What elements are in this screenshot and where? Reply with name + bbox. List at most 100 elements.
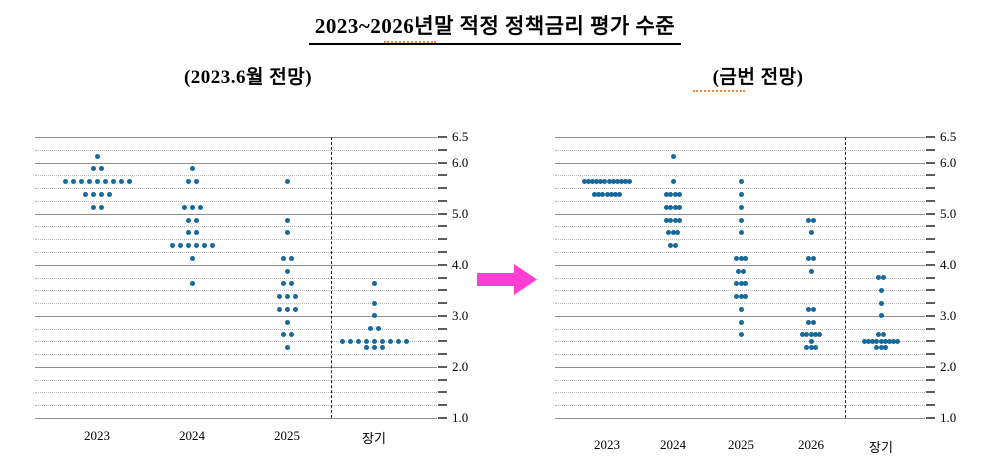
rate-dot xyxy=(284,319,290,325)
rate-dot xyxy=(185,179,191,185)
rate-dot xyxy=(800,332,806,338)
rate-dot xyxy=(284,230,290,236)
y-axis-tick xyxy=(438,187,447,190)
rate-dot xyxy=(106,191,112,197)
rate-dot xyxy=(70,179,76,185)
rate-dot xyxy=(738,204,744,210)
x-axis-label: 2025 xyxy=(274,428,300,443)
rate-dot xyxy=(612,191,618,197)
rate-dot xyxy=(284,268,290,274)
rate-dot xyxy=(806,255,812,261)
gridline xyxy=(555,277,925,279)
spellcheck-underline xyxy=(384,41,436,43)
rate-dot xyxy=(86,179,92,185)
rate-dot xyxy=(98,191,104,197)
rate-dot xyxy=(201,243,207,249)
gridline xyxy=(35,418,437,419)
rate-dot xyxy=(371,345,377,351)
rate-dot xyxy=(288,255,294,261)
rate-dot xyxy=(339,338,345,344)
gridline xyxy=(35,328,437,330)
rate-dot xyxy=(169,243,175,249)
gridline xyxy=(555,354,925,356)
rate-dot xyxy=(622,179,628,185)
rate-dot xyxy=(189,281,195,287)
y-axis-tick xyxy=(438,378,447,381)
rate-dot xyxy=(734,294,740,300)
gridline xyxy=(35,162,437,164)
gridline xyxy=(35,239,437,241)
rate-dot xyxy=(189,204,195,210)
gridline xyxy=(555,213,925,215)
rate-dot xyxy=(738,179,744,185)
y-axis-tick xyxy=(926,365,935,368)
rate-dot xyxy=(806,217,812,223)
rate-dot xyxy=(738,306,744,312)
y-axis-tick xyxy=(438,250,447,253)
y-axis-tick xyxy=(438,225,447,228)
rate-dot xyxy=(189,166,195,172)
gridline xyxy=(555,328,925,330)
rate-dot xyxy=(596,191,602,197)
y-axis-label: 2.0 xyxy=(940,358,957,374)
y-axis-tick xyxy=(926,378,935,381)
rate-dot xyxy=(664,217,670,223)
right-chart-subtitle: (금번 전망) xyxy=(712,67,804,88)
rate-dot xyxy=(618,179,624,185)
rate-dot xyxy=(288,281,294,287)
gridline xyxy=(35,366,437,368)
y-axis-tick xyxy=(926,391,935,394)
rate-dot xyxy=(808,345,814,351)
rate-dot xyxy=(810,319,816,325)
x-axis-label: 2024 xyxy=(660,437,686,452)
gridline xyxy=(555,239,925,241)
gridline xyxy=(35,188,437,190)
rate-dot xyxy=(890,338,896,344)
y-axis-tick xyxy=(438,314,447,317)
rate-dot xyxy=(870,338,876,344)
rate-dot xyxy=(672,204,678,210)
y-axis-label: 5.0 xyxy=(452,205,469,221)
gridline xyxy=(35,149,437,151)
rate-dot xyxy=(181,204,187,210)
y-axis-tick xyxy=(438,340,447,343)
y-axis-tick xyxy=(926,276,935,279)
gridline xyxy=(35,379,437,381)
x-axis-label: 2023 xyxy=(594,437,620,452)
y-axis-tick xyxy=(438,302,447,305)
rate-dot xyxy=(98,166,104,172)
y-axis-label: 3.0 xyxy=(940,307,957,323)
gridline xyxy=(555,379,925,381)
rate-dot xyxy=(738,319,744,325)
rate-dot xyxy=(280,332,286,338)
rate-dot xyxy=(676,217,682,223)
rate-dot xyxy=(882,345,888,351)
rate-dot xyxy=(375,326,381,332)
y-axis-tick xyxy=(438,161,447,164)
y-axis-tick xyxy=(926,404,935,407)
y-axis-tick xyxy=(438,353,447,356)
rate-dot xyxy=(590,179,596,185)
rate-dot xyxy=(880,332,886,338)
gridline xyxy=(555,405,925,407)
rate-dot xyxy=(627,179,633,185)
rate-dot xyxy=(604,191,610,197)
gridline xyxy=(555,149,925,151)
rate-dot xyxy=(738,255,744,261)
gridline xyxy=(555,366,925,368)
rate-dot xyxy=(886,338,892,344)
rate-dot xyxy=(808,268,814,274)
rate-dot xyxy=(742,255,748,261)
rate-dot xyxy=(738,230,744,236)
rate-dot xyxy=(594,179,600,185)
y-axis-tick xyxy=(926,327,935,330)
rate-dot xyxy=(810,217,816,223)
rate-dot xyxy=(606,179,612,185)
rate-dot xyxy=(118,179,124,185)
rate-dot xyxy=(284,294,290,300)
spellcheck-underline xyxy=(693,90,745,92)
rate-dot xyxy=(616,191,622,197)
title-row: 2023~2026년말 적정 정책금리 평가 수준 xyxy=(0,10,990,45)
rate-dot xyxy=(742,281,748,287)
rate-dot xyxy=(276,306,282,312)
